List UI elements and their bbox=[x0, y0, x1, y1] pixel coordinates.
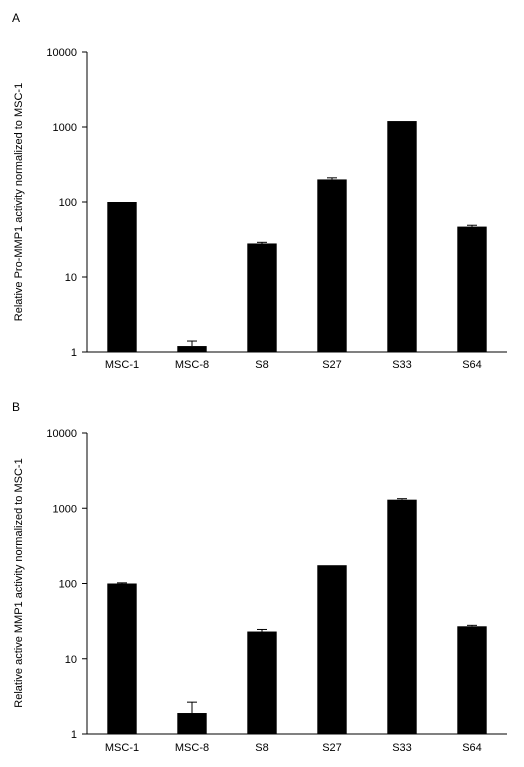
bar-msc-8 bbox=[177, 713, 207, 734]
bar-s33 bbox=[387, 121, 417, 353]
x-category-label: S64 bbox=[462, 359, 482, 371]
bar-msc-1 bbox=[107, 583, 137, 734]
y-axis-label: Relative Pro-MMP1 activity normalized to… bbox=[13, 83, 25, 321]
y-tick-label: 10000 bbox=[46, 428, 77, 440]
bar-s8 bbox=[247, 243, 277, 352]
y-tick-label: 100 bbox=[59, 579, 77, 591]
panel-letter: B bbox=[12, 400, 20, 414]
y-tick-label: 10 bbox=[65, 272, 77, 284]
chart-panel-b: B 1 10 100 1000 10000 Relative active MMP1 act… bbox=[12, 400, 507, 754]
bar-s27 bbox=[317, 179, 347, 352]
bar-s8 bbox=[247, 631, 277, 734]
x-category-label: S8 bbox=[255, 742, 268, 754]
x-category-label: S27 bbox=[322, 742, 342, 754]
x-category-label: S8 bbox=[255, 359, 268, 371]
bar-s33 bbox=[387, 499, 417, 734]
y-tick-label: 1 bbox=[71, 729, 77, 741]
bar-s27 bbox=[317, 565, 347, 734]
x-category-label: MSC-8 bbox=[175, 359, 209, 371]
x-category-label: S27 bbox=[322, 359, 342, 371]
y-tick-label: 100 bbox=[59, 197, 77, 209]
x-category-label: S33 bbox=[392, 742, 412, 754]
panel-letter: A bbox=[12, 11, 20, 25]
y-axis-label: Relative active MMP1 activity normalized… bbox=[13, 458, 25, 707]
x-category-label: MSC-1 bbox=[105, 742, 139, 754]
x-category-label: S64 bbox=[462, 742, 482, 754]
y-tick-label: 10 bbox=[65, 654, 77, 666]
bar-msc-1 bbox=[107, 202, 137, 352]
bar-s64 bbox=[457, 226, 487, 352]
y-tick-label: 1000 bbox=[53, 503, 77, 515]
x-category-label: MSC-8 bbox=[175, 742, 209, 754]
chart-panel-a: A 1 10 100 1000 10000 Relative Pro-MMP1 activi… bbox=[12, 11, 507, 371]
x-category-label: S33 bbox=[392, 359, 412, 371]
y-tick-label: 1000 bbox=[53, 122, 77, 134]
y-tick-label: 10000 bbox=[46, 47, 77, 59]
y-tick-label: 1 bbox=[71, 347, 77, 359]
x-category-label: MSC-1 bbox=[105, 359, 139, 371]
bar-msc-8 bbox=[177, 346, 207, 352]
bar-s64 bbox=[457, 626, 487, 734]
